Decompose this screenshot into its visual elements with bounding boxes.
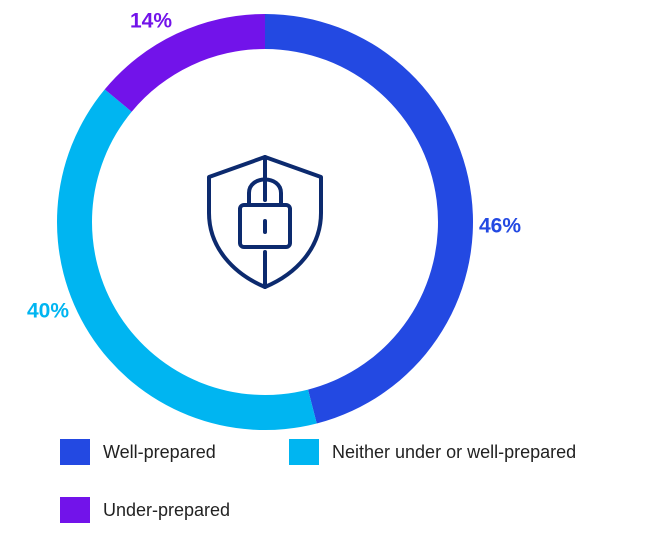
shield-lock-icon (207, 155, 323, 289)
legend-swatch-neither (289, 439, 319, 465)
donut-chart: 46% 40% 14% (27, 10, 521, 431)
slice-well-prepared (265, 14, 474, 424)
slice-neither-under-or-well-prepared (56, 89, 317, 431)
legend-item-neither: Neither under or well-prepared (289, 438, 576, 466)
legend-item-under-prepared: Under-prepared (60, 496, 230, 524)
data-label-neither-under-or-well-prepared: 40% (27, 300, 69, 323)
legend-label-under-prepared: Under-prepared (103, 499, 231, 520)
slice-under-prepared (104, 14, 265, 112)
legend-label-well-prepared: Well-prepared (103, 441, 216, 462)
legend-swatch-well-prepared (60, 439, 90, 465)
legend-label-neither: Neither under or well-prepared (332, 441, 577, 462)
legend-item-well-prepared: Well-prepared (60, 438, 216, 466)
legend-swatch-under-prepared (60, 497, 90, 523)
data-label-well-prepared: 46% (479, 215, 521, 238)
data-label-under-prepared: 14% (130, 10, 172, 33)
